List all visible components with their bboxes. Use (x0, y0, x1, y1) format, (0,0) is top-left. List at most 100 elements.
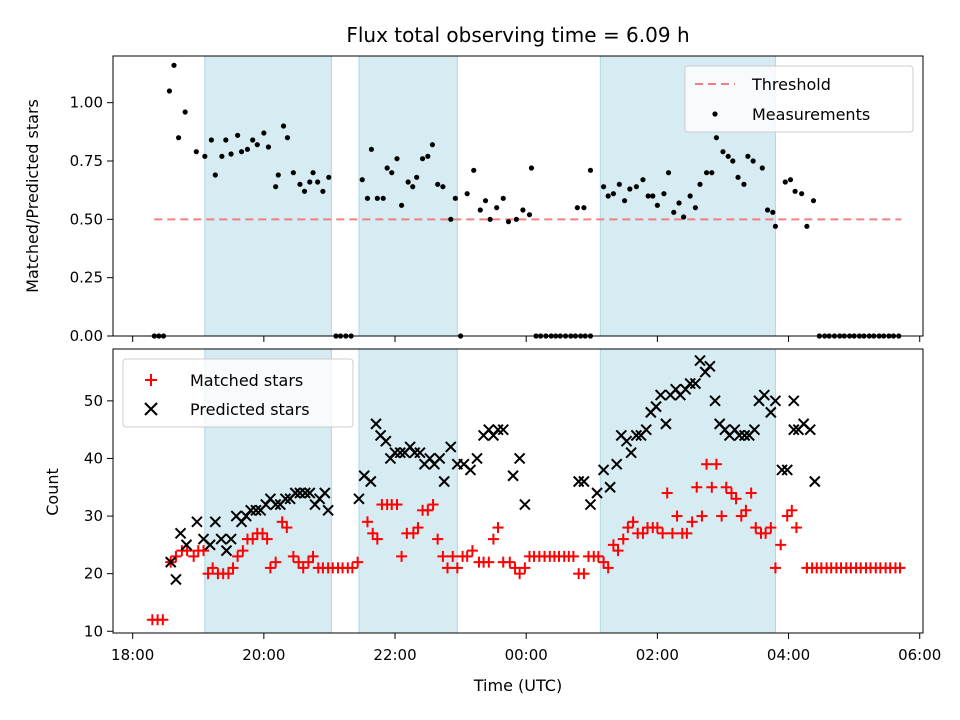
matched-point (461, 550, 473, 562)
matched-point (367, 527, 379, 539)
measurement-point (320, 188, 326, 194)
matched-point (740, 504, 752, 516)
predicted-point (389, 446, 401, 459)
matched-point (407, 527, 419, 539)
measurement-point (482, 198, 489, 204)
matched-point (760, 527, 772, 539)
matched-point (612, 545, 624, 557)
bottom-x-ticks: 18:00 20:00 22:00 00:00 02:00 04:00 06:00 (111, 633, 941, 664)
measurement-point (640, 177, 646, 183)
matched-point (602, 562, 614, 574)
predicted-point (245, 504, 257, 517)
matched-point (412, 522, 424, 534)
matched-point (396, 550, 408, 562)
matched-point (686, 516, 698, 528)
measurement-point (709, 170, 715, 176)
measurement-point (745, 153, 751, 159)
matched-point (775, 539, 787, 551)
matched-point (157, 614, 169, 626)
predicted-point (689, 377, 702, 390)
measurement-point (380, 195, 386, 201)
measurement-point (600, 184, 607, 190)
measurement-point (665, 170, 672, 176)
measurement-point (212, 172, 218, 178)
predicted-point (654, 389, 667, 401)
measurement-point (513, 216, 519, 222)
measurement-point (364, 195, 371, 201)
matched-point (427, 499, 439, 511)
matched-point (706, 481, 718, 493)
predicted-point (694, 354, 706, 367)
predicted-point (365, 475, 377, 488)
measurement-point (273, 184, 279, 190)
measurement-point (520, 207, 526, 213)
measurement-point (477, 207, 483, 213)
predicted-point (304, 487, 316, 499)
matched-point (681, 527, 693, 539)
measurement-point (587, 167, 594, 173)
x-tick-label: 04:00 (767, 646, 810, 664)
matched-point (696, 510, 708, 522)
matched-point (769, 562, 781, 574)
measurement-point (202, 153, 208, 159)
measurement-point (526, 212, 533, 218)
measurement-point (368, 146, 375, 152)
measurement-point (671, 209, 677, 215)
predicted-point (408, 446, 421, 459)
measurements-legend-label: Measurements (752, 105, 870, 124)
measurement-point (735, 174, 741, 180)
measurement-point (720, 149, 726, 155)
matched-point (509, 562, 521, 574)
matched-point (276, 516, 288, 528)
predicted-point (776, 464, 788, 476)
matched-legend-label: Matched stars (190, 371, 303, 390)
measurement-point (616, 181, 622, 187)
measurement-point (633, 184, 639, 190)
measurement-point (175, 135, 182, 141)
measurement-point (182, 109, 188, 115)
predicted-point (704, 360, 716, 372)
predicted-point (394, 446, 406, 459)
predicted-point (319, 487, 331, 499)
matched-point (666, 527, 678, 539)
matched-point (466, 545, 478, 557)
predicted-point (165, 556, 177, 568)
measurement-point (661, 191, 667, 197)
predicted-point (279, 493, 292, 505)
measurement-point (435, 181, 441, 187)
measurement-point (254, 142, 260, 148)
measurement-point (297, 181, 303, 187)
measurement-point (505, 219, 512, 225)
measurement-point (810, 198, 817, 204)
top-y-axis-label: Matched/Predicted stars (23, 99, 42, 293)
y-tick-label: 1.00 (70, 94, 103, 112)
measurement-point (650, 193, 656, 199)
matched-point (651, 522, 663, 534)
measurement-point (238, 149, 245, 155)
measurement-point (171, 62, 177, 68)
predicted-point (322, 504, 334, 517)
predicted-point (294, 487, 306, 499)
matched-point (745, 487, 757, 499)
matched-point (188, 550, 200, 562)
measurement-point (804, 223, 810, 229)
matched-point (451, 562, 463, 574)
measurement-point (627, 186, 633, 192)
matched-points (146, 458, 906, 626)
predicted-point (620, 435, 633, 447)
predicted-point (804, 423, 816, 436)
matched-point (361, 516, 373, 528)
bottom-legend: Matched stars Predicted stars (122, 358, 354, 428)
measurement-point (703, 170, 710, 176)
predicted-point (289, 487, 302, 499)
predicted-point (630, 429, 643, 442)
matched-point (257, 527, 269, 539)
shaded-interval-1 (358, 55, 458, 337)
shaded-interval-0 (204, 55, 332, 337)
matched-point (735, 510, 747, 522)
predicted-point (604, 481, 616, 493)
measurement-point (405, 179, 411, 185)
top-panel: 0.00 0.25 0.50 0.75 1.00 Flux total observin… (23, 23, 924, 345)
measurement-point (605, 193, 611, 199)
predicted-point (611, 458, 623, 470)
